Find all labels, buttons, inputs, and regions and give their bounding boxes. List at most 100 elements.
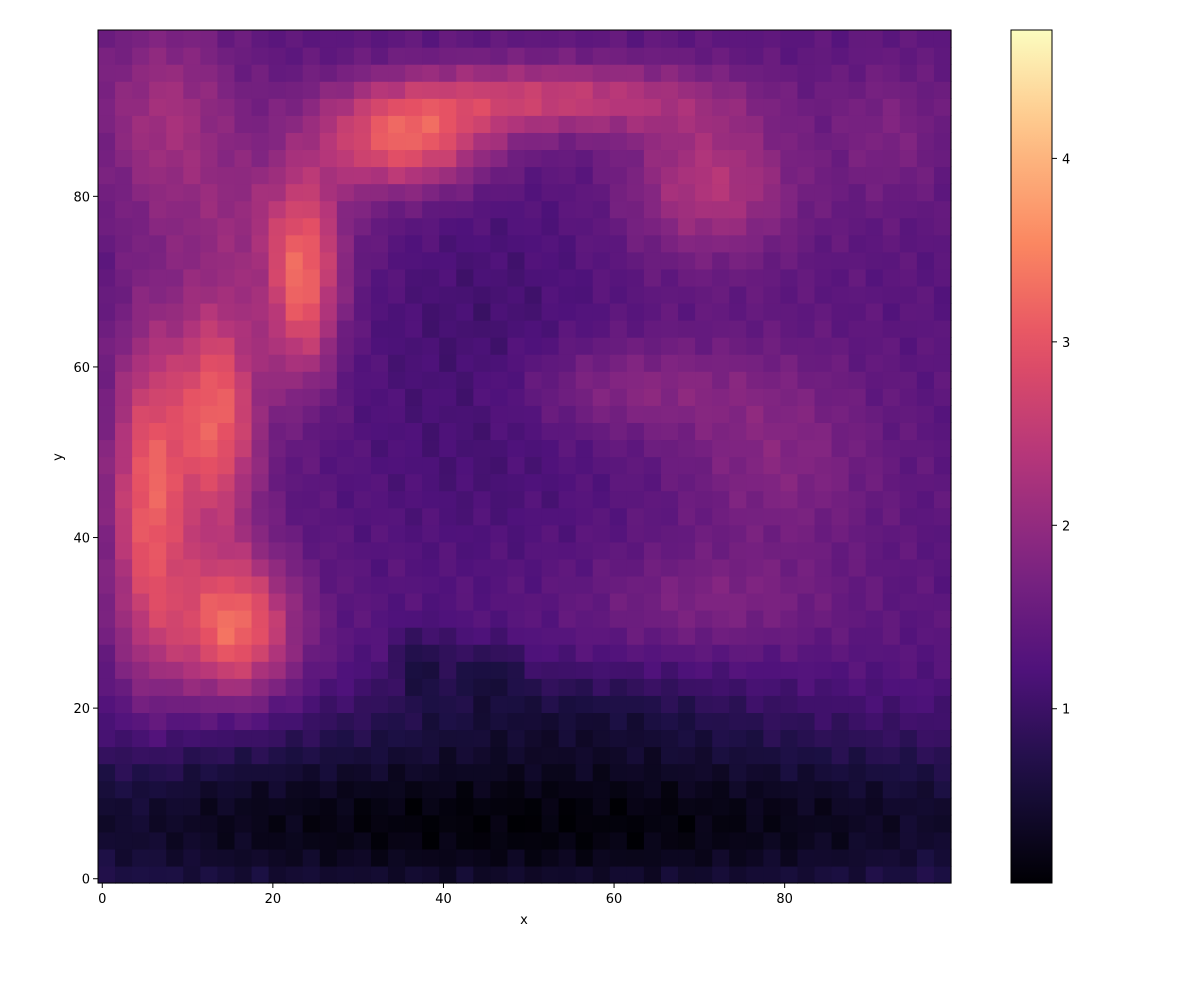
- heatmap-cell: [660, 814, 679, 833]
- heatmap-cell: [439, 354, 457, 372]
- heatmap-cell: [439, 337, 457, 355]
- heatmap-cell: [695, 490, 713, 509]
- heatmap-cell: [302, 729, 321, 748]
- heatmap-cell: [933, 47, 952, 65]
- heatmap-cell: [695, 507, 713, 526]
- heatmap-cell: [183, 98, 201, 116]
- heatmap-cell: [882, 627, 901, 645]
- heatmap-cell: [166, 644, 184, 662]
- heatmap-cell: [149, 848, 167, 867]
- heatmap-cell: [268, 661, 287, 679]
- heatmap-cell: [200, 627, 219, 645]
- heatmap-cell: [575, 541, 594, 560]
- heatmap-cell: [695, 217, 713, 236]
- heatmap-cell: [660, 439, 679, 458]
- heatmap-cell: [353, 456, 372, 475]
- heatmap-cell: [643, 149, 662, 168]
- heatmap-cell: [712, 64, 730, 82]
- heatmap-cell: [473, 439, 491, 458]
- heatmap-cell: [200, 814, 219, 833]
- heatmap-cell: [848, 831, 867, 850]
- heatmap-cell: [797, 763, 816, 782]
- heatmap-cell: [490, 30, 509, 48]
- heatmap-cell: [353, 132, 372, 151]
- heatmap-cell: [916, 831, 935, 850]
- heatmap-cell: [712, 763, 730, 782]
- heatmap-cell: [712, 695, 730, 713]
- heatmap-cell: [439, 712, 457, 731]
- heatmap-cell: [183, 678, 201, 696]
- heatmap-cell: [882, 285, 901, 304]
- heatmap-cell: [490, 490, 509, 509]
- heatmap-cell: [370, 541, 389, 560]
- heatmap-cell: [865, 865, 884, 884]
- heatmap-cell: [660, 371, 679, 389]
- heatmap-cell: [899, 251, 918, 270]
- heatmap-cell: [422, 678, 440, 696]
- heatmap-cell: [336, 780, 355, 799]
- heatmap-cell: [149, 337, 167, 355]
- heatmap-cell: [183, 865, 201, 884]
- heatmap-cell: [916, 627, 935, 645]
- heatmap-cell: [729, 814, 747, 833]
- heatmap-cell: [660, 354, 679, 372]
- heatmap-cell: [183, 47, 201, 65]
- heatmap-cell: [524, 234, 543, 253]
- heatmap-cell: [933, 831, 952, 850]
- heatmap-cell: [916, 98, 935, 116]
- heatmap-cell: [490, 865, 509, 884]
- heatmap-cell: [797, 302, 816, 321]
- heatmap-cell: [660, 183, 679, 202]
- heatmap-cell: [422, 371, 440, 389]
- heatmap-cell: [217, 729, 236, 748]
- heatmap-cell: [336, 302, 355, 321]
- heatmap-cell: [319, 251, 338, 270]
- heatmap-cell: [660, 558, 679, 577]
- heatmap-cell: [882, 64, 901, 82]
- heatmap-cell: [541, 115, 560, 133]
- heatmap-cell: [336, 337, 355, 355]
- heatmap-cell: [746, 64, 764, 82]
- heatmap-cell: [456, 848, 474, 867]
- heatmap-cell: [763, 507, 781, 526]
- heatmap-cell: [456, 251, 474, 270]
- heatmap-cell: [524, 30, 543, 48]
- heatmap-cell: [149, 320, 167, 338]
- heatmap-cell: [916, 371, 935, 389]
- heatmap-cell: [251, 47, 270, 65]
- heatmap-cell: [524, 456, 543, 475]
- heatmap-cell: [115, 371, 133, 389]
- heatmap-cell: [234, 524, 253, 543]
- heatmap-cell: [507, 115, 526, 133]
- heatmap-cell: [217, 439, 236, 458]
- heatmap-cell: [780, 678, 799, 696]
- heatmap-cell: [865, 490, 884, 509]
- heatmap-cell: [319, 473, 338, 492]
- heatmap-cell: [353, 797, 372, 816]
- heatmap-cell: [916, 302, 935, 321]
- heatmap-cell: [729, 320, 747, 338]
- heatmap-cell: [405, 64, 423, 82]
- heatmap-cell: [353, 166, 372, 185]
- heatmap-cell: [916, 64, 935, 82]
- heatmap-cell: [183, 558, 201, 577]
- heatmap-cell: [848, 644, 867, 662]
- heatmap-cell: [933, 64, 952, 82]
- heatmap-cell: [831, 661, 850, 679]
- heatmap-cell: [285, 678, 304, 696]
- heatmap-cell: [439, 814, 457, 833]
- heatmap-cell: [643, 780, 662, 799]
- heatmap-cell: [166, 524, 184, 543]
- heatmap-cell: [217, 831, 236, 850]
- heatmap-cell: [933, 558, 952, 577]
- heatmap-cell: [609, 354, 628, 372]
- heatmap-cell: [524, 848, 543, 867]
- heatmap-cell: [524, 712, 543, 731]
- heatmap-cell: [422, 558, 440, 577]
- heatmap-cell: [882, 831, 901, 850]
- heatmap-cell: [899, 678, 918, 696]
- heatmap-cell: [166, 149, 184, 168]
- heatmap-cell: [797, 456, 816, 475]
- heatmap-cell: [678, 558, 696, 577]
- heatmap-cell: [848, 524, 867, 543]
